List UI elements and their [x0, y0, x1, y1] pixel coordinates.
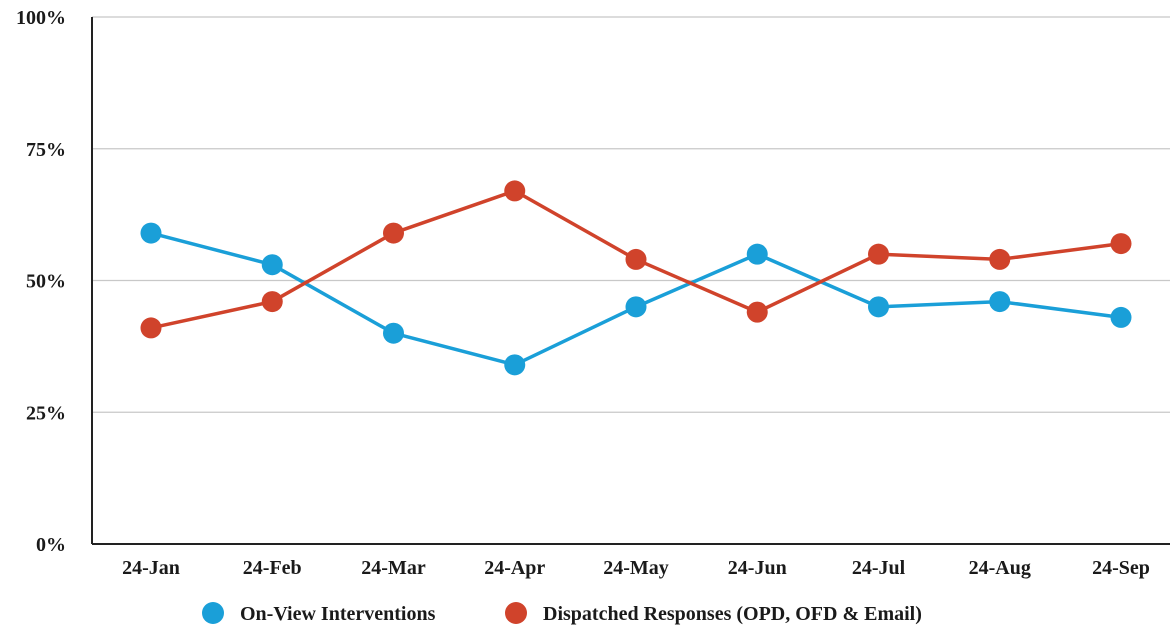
x-tick-label: 24-Aug	[969, 557, 1031, 579]
data-point	[746, 301, 768, 323]
y-tick-label: 50%	[26, 271, 66, 293]
data-point	[868, 243, 889, 265]
x-tick-label: 24-Jun	[728, 557, 787, 579]
x-tick-labels: 24-Jan 24-Feb 24-Mar 24-Apr 24-May 24-Jun 24-J…	[122, 557, 1150, 579]
y-tick-label: 0%	[36, 534, 66, 556]
data-point	[625, 248, 647, 270]
axes	[91, 17, 1170, 545]
legend-item: Dispatched Responses (OPD, OFD & Email)	[505, 602, 922, 625]
data-point	[140, 222, 162, 244]
data-point	[504, 354, 526, 376]
series-lines	[140, 180, 1132, 376]
x-tick-label: 24-Jan	[122, 557, 180, 579]
series-1	[140, 180, 1132, 339]
data-point	[140, 317, 162, 339]
x-tick-label: 24-Sep	[1092, 557, 1150, 579]
data-point	[261, 254, 283, 276]
grid-lines	[92, 16, 1170, 413]
y-tick-label: 100%	[16, 7, 66, 29]
data-point	[1110, 233, 1132, 255]
x-tick-label: 24-Jul	[852, 557, 906, 579]
legend-label: Dispatched Responses (OPD, OFD & Email)	[543, 603, 922, 625]
series-0	[140, 222, 1132, 376]
data-point	[1110, 306, 1132, 328]
legend: On-View Interventions Dispatched Response…	[202, 602, 922, 625]
data-point	[625, 296, 647, 318]
data-point	[746, 243, 768, 265]
data-point	[261, 291, 283, 313]
legend-marker	[505, 602, 527, 624]
data-point	[989, 248, 1011, 270]
x-tick-label: 24-Apr	[484, 557, 545, 579]
legend-marker	[202, 602, 224, 624]
legend-item: On-View Interventions	[202, 602, 436, 625]
y-tick-labels: 0% 25% 50% 75% 100%	[16, 7, 66, 556]
x-tick-label: 24-May	[603, 557, 669, 579]
y-tick-label: 25%	[26, 402, 66, 424]
x-tick-label: 24-Mar	[361, 557, 426, 579]
data-point	[989, 291, 1011, 313]
y-tick-label: 75%	[26, 139, 66, 161]
data-point	[383, 222, 404, 244]
legend-label: On-View Interventions	[240, 603, 436, 625]
x-tick-label: 24-Feb	[243, 557, 302, 579]
data-point	[504, 180, 526, 202]
data-point	[868, 296, 889, 318]
data-point	[383, 322, 404, 344]
